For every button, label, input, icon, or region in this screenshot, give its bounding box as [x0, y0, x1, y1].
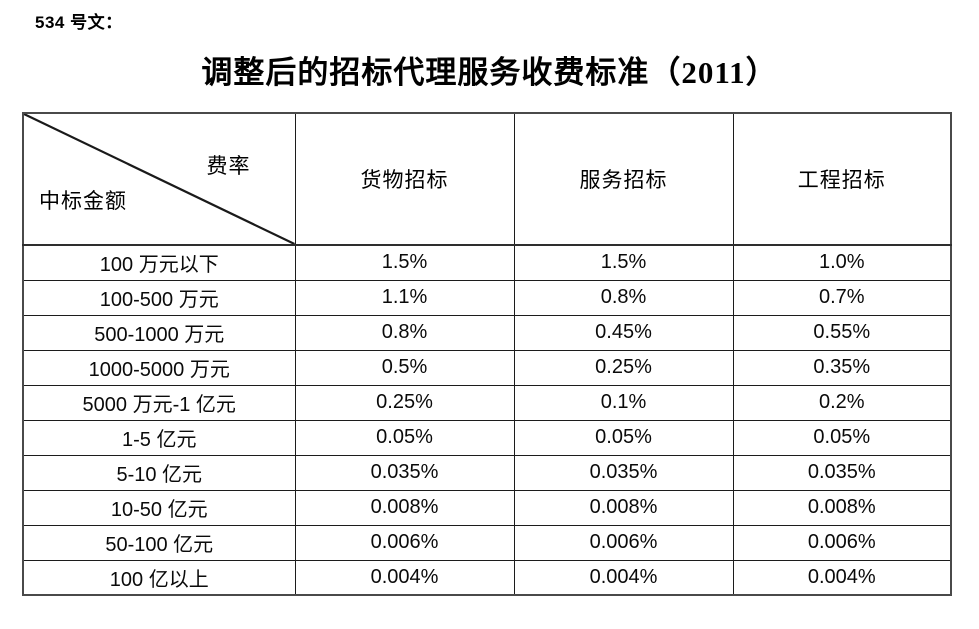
row-label-amount-tier: 500-1000 万元 — [22, 314, 296, 351]
rate-value-cell: 0.008% — [294, 489, 515, 526]
rate-value-cell: 0.8% — [513, 279, 734, 316]
table-row: 5-10 亿元 0.035% 0.035% 0.035% — [22, 454, 952, 491]
corner-label-bid-amount: 中标金额 — [39, 189, 127, 213]
rate-value-cell: 0.004% — [732, 559, 952, 596]
rate-value-cell: 0.25% — [513, 349, 734, 386]
rate-value-cell: 0.035% — [513, 454, 734, 491]
row-label-amount-tier: 1-5 亿元 — [22, 419, 296, 456]
fee-table-body: 费率 中标金额 货物招标 服务招标 工程招标 100 万元以下 1.5% 1.5% 1… — [22, 112, 952, 596]
row-label-amount-tier: 5000 万元-1 亿元 — [22, 384, 296, 421]
rate-value-cell: 0.45% — [513, 314, 734, 351]
table-row: 500-1000 万元 0.8% 0.45% 0.55% — [22, 314, 952, 351]
rate-value-cell: 0.25% — [294, 384, 515, 421]
table-row: 5000 万元-1 亿元 0.25% 0.1% 0.2% — [22, 384, 952, 421]
corner-label-rate: 费率 — [206, 154, 251, 178]
doc-number-label: 534 号文： — [35, 13, 123, 32]
rate-value-cell: 0.05% — [513, 419, 734, 456]
table-header-row: 费率 中标金额 货物招标 服务招标 工程招标 — [22, 112, 952, 246]
table-row: 50-100 亿元 0.006% 0.006% 0.006% — [22, 524, 952, 561]
rate-value-cell: 0.004% — [294, 559, 515, 596]
table-row: 100 万元以下 1.5% 1.5% 1.0% — [22, 244, 952, 281]
rate-value-cell: 0.1% — [513, 384, 734, 421]
row-label-amount-tier: 100 万元以下 — [22, 244, 296, 281]
rate-value-cell: 0.7% — [732, 279, 952, 316]
rate-value-cell: 1.5% — [513, 244, 734, 281]
row-label-amount-tier: 100-500 万元 — [22, 279, 296, 316]
rate-value-cell: 0.006% — [732, 524, 952, 561]
rate-value-cell: 0.008% — [513, 489, 734, 526]
rate-value-cell: 0.35% — [732, 349, 952, 386]
page-title: 调整后的招标代理服务收费标准（2011） — [201, 55, 778, 90]
rate-value-cell: 0.5% — [294, 349, 515, 386]
rate-value-cell: 0.035% — [732, 454, 952, 491]
rate-value-cell: 0.55% — [732, 314, 952, 351]
row-label-amount-tier: 1000-5000 万元 — [22, 349, 296, 386]
diagonal-divider-line — [24, 114, 295, 244]
rate-value-cell: 0.2% — [732, 384, 952, 421]
rate-value-cell: 0.006% — [294, 524, 515, 561]
rate-value-cell: 0.05% — [294, 419, 515, 456]
fee-standard-table: 费率 中标金额 货物招标 服务招标 工程招标 100 万元以下 1.5% 1.5% 1… — [22, 112, 952, 596]
rate-value-cell: 0.006% — [513, 524, 734, 561]
row-label-amount-tier: 5-10 亿元 — [22, 454, 296, 491]
rate-value-cell: 0.8% — [294, 314, 515, 351]
rate-value-cell: 0.035% — [294, 454, 515, 491]
column-header-goods-bidding: 货物招标 — [294, 112, 515, 246]
diagonal-corner-cell: 费率 中标金额 — [22, 112, 296, 246]
column-header-service-bidding: 服务招标 — [513, 112, 734, 246]
rate-value-cell: 1.0% — [732, 244, 952, 281]
table-row: 10-50 亿元 0.008% 0.008% 0.008% — [22, 489, 952, 526]
table-row: 100-500 万元 1.1% 0.8% 0.7% — [22, 279, 952, 316]
rate-value-cell: 1.5% — [294, 244, 515, 281]
rate-value-cell: 0.004% — [513, 559, 734, 596]
rate-value-cell: 0.008% — [732, 489, 952, 526]
row-label-amount-tier: 10-50 亿元 — [22, 489, 296, 526]
rate-value-cell: 0.05% — [732, 419, 952, 456]
table-row: 1000-5000 万元 0.5% 0.25% 0.35% — [22, 349, 952, 386]
row-label-amount-tier: 50-100 亿元 — [22, 524, 296, 561]
column-header-engineering-bidding: 工程招标 — [732, 112, 952, 246]
table-row: 100 亿以上 0.004% 0.004% 0.004% — [22, 559, 952, 596]
row-label-amount-tier: 100 亿以上 — [22, 559, 296, 596]
rate-value-cell: 1.1% — [294, 279, 515, 316]
table-row: 1-5 亿元 0.05% 0.05% 0.05% — [22, 419, 952, 456]
